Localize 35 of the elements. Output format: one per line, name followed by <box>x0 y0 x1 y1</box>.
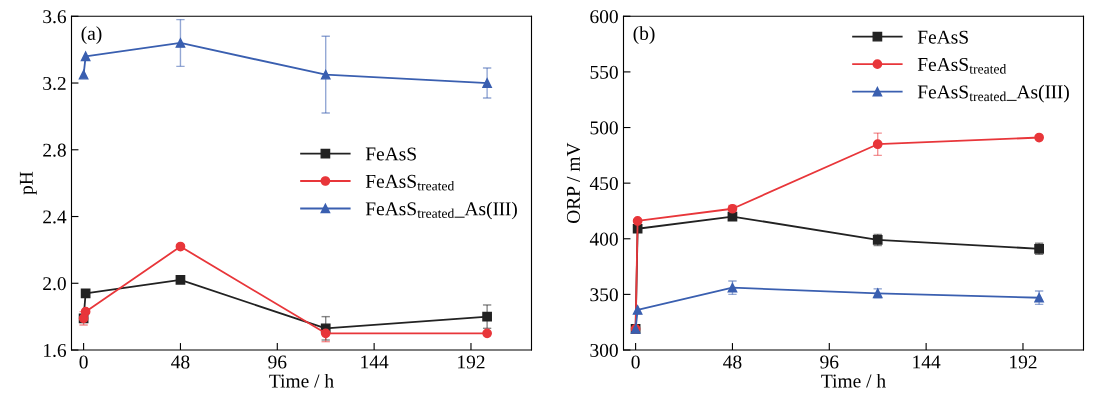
y-tick-label: 600 <box>590 10 618 24</box>
y-tick-label: 2.4 <box>43 210 67 224</box>
y-tick-label: 500 <box>590 121 618 135</box>
x-tick-label: 48 <box>723 355 742 369</box>
annotation: (a) <box>81 26 102 44</box>
y-tick-label: 2.8 <box>43 143 66 157</box>
x-tick-label: 192 <box>458 355 485 369</box>
y-tick-label: 350 <box>590 288 618 302</box>
y-tick-label: 450 <box>589 176 618 191</box>
x-axis-title: Time / h <box>821 373 886 388</box>
y-tick-label: 2.0 <box>43 277 66 291</box>
x-tick-label: 48 <box>171 355 190 369</box>
x-tick-label: 144 <box>361 355 389 369</box>
x-tick-label: 144 <box>913 355 941 369</box>
x-tick-label: 0 <box>79 355 88 369</box>
legend-label: FeAsS$_{treated}$ <box>365 174 455 191</box>
y-tick-label: 400 <box>589 232 618 246</box>
legend-label: FeAsS$_{treated}$ <box>917 57 1007 74</box>
x-tick-label: 96 <box>820 355 839 369</box>
x-tick-label: 192 <box>1010 355 1037 369</box>
y-axis-title: ORP / mV <box>566 142 581 224</box>
y-axis-title: pH <box>19 171 37 195</box>
legend-label: FeAsS$_{treated}$_As(III) <box>365 201 517 220</box>
y-tick-label: 3.6 <box>43 10 67 24</box>
y-tick-label: 300 <box>590 343 618 357</box>
legend-label: FeAsS <box>365 147 416 161</box>
x-axis-title: Time / h <box>269 373 334 388</box>
annotation: (b) <box>633 26 655 44</box>
legend-label: FeAsS <box>917 30 968 44</box>
legend-label: FeAsS$_{treated}$_As(III) <box>917 84 1069 103</box>
y-tick-label: 550 <box>590 65 618 79</box>
y-tick-label: 3.2 <box>43 76 66 91</box>
x-tick-label: 0 <box>631 355 640 369</box>
y-tick-label: 1.6 <box>44 343 67 358</box>
x-tick-label: 96 <box>268 355 287 369</box>
